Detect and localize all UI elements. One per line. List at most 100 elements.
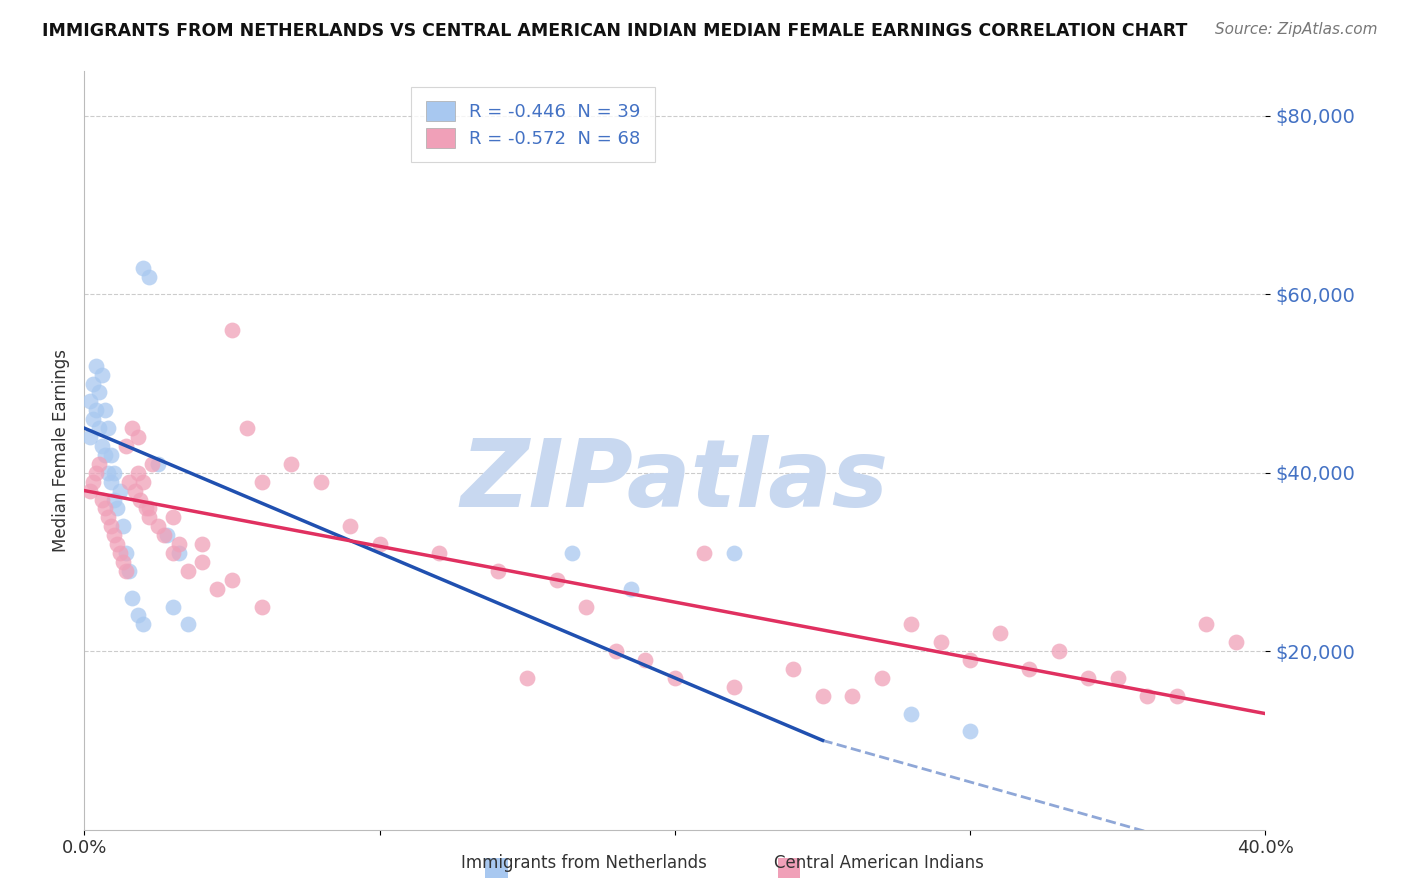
Point: [782, 662, 804, 676]
Point: [97, 421, 120, 435]
Point: [94, 403, 117, 417]
Point: [900, 617, 922, 632]
Text: Source: ZipAtlas.com: Source: ZipAtlas.com: [1215, 22, 1378, 37]
Point: [191, 537, 214, 551]
Point: [156, 528, 179, 542]
Point: [138, 501, 160, 516]
Point: [1047, 644, 1070, 658]
Point: [959, 724, 981, 739]
Point: [114, 564, 136, 578]
Text: ZIPatlas: ZIPatlas: [461, 434, 889, 527]
Point: [162, 510, 184, 524]
Point: [91, 492, 114, 507]
Point: [127, 608, 149, 623]
Point: [135, 501, 157, 516]
Point: [207, 582, 229, 596]
Point: [87, 385, 111, 400]
Point: [103, 466, 125, 480]
Point: [368, 537, 391, 551]
Point: [82, 475, 104, 489]
Point: [111, 555, 134, 569]
Point: [723, 546, 745, 560]
Point: [100, 448, 122, 462]
Point: [94, 448, 117, 462]
Point: [516, 671, 538, 685]
Point: [127, 430, 149, 444]
Text: Central American Indians: Central American Indians: [773, 855, 984, 872]
Point: [959, 653, 981, 667]
Point: [97, 466, 120, 480]
Point: [177, 564, 200, 578]
Point: [111, 519, 134, 533]
Point: [929, 635, 952, 649]
Point: [97, 510, 120, 524]
Legend: R = -0.446  N = 39, R = -0.572  N = 68: R = -0.446 N = 39, R = -0.572 N = 68: [412, 87, 655, 162]
Point: [138, 510, 160, 524]
Point: [1018, 662, 1040, 676]
Point: [84, 466, 107, 480]
Point: [79, 430, 101, 444]
Point: [132, 617, 155, 632]
Point: [87, 421, 111, 435]
Point: [1077, 671, 1099, 685]
Text: Immigrants from Netherlands: Immigrants from Netherlands: [461, 855, 706, 872]
Point: [988, 626, 1011, 640]
Point: [121, 421, 143, 435]
Point: [129, 492, 152, 507]
Point: [167, 546, 190, 560]
Point: [605, 644, 627, 658]
Point: [427, 546, 450, 560]
Point: [1107, 671, 1129, 685]
Point: [167, 537, 190, 551]
Point: [693, 546, 716, 560]
Point: [221, 573, 243, 587]
Point: [79, 483, 101, 498]
Point: [138, 269, 160, 284]
Point: [84, 359, 107, 373]
Point: [250, 599, 273, 614]
Point: [162, 546, 184, 560]
Point: [177, 617, 200, 632]
Point: [575, 599, 598, 614]
Point: [103, 528, 125, 542]
Point: [127, 466, 149, 480]
Point: [91, 368, 114, 382]
Point: [236, 421, 259, 435]
Point: [105, 537, 128, 551]
Point: [250, 475, 273, 489]
Point: [79, 394, 101, 409]
Point: [148, 519, 170, 533]
Point: [339, 519, 361, 533]
Point: [141, 457, 163, 471]
Point: [114, 439, 136, 453]
Point: [82, 412, 104, 426]
Point: [153, 528, 176, 542]
Point: [664, 671, 686, 685]
Point: [94, 501, 117, 516]
Point: [100, 475, 122, 489]
Point: [91, 439, 114, 453]
Point: [1195, 617, 1218, 632]
Point: [148, 457, 170, 471]
Point: [108, 546, 131, 560]
Point: [87, 457, 111, 471]
Point: [309, 475, 332, 489]
Point: [162, 599, 184, 614]
Point: [1225, 635, 1247, 649]
Point: [132, 475, 155, 489]
Point: [103, 492, 125, 507]
Point: [634, 653, 657, 667]
Point: [121, 591, 143, 605]
Point: [105, 501, 128, 516]
Point: [82, 376, 104, 391]
Point: [870, 671, 893, 685]
Point: [191, 555, 214, 569]
Point: [132, 260, 155, 275]
Point: [1136, 689, 1159, 703]
Point: [221, 323, 243, 337]
Point: [561, 546, 583, 560]
Point: [100, 519, 122, 533]
Point: [114, 546, 136, 560]
Point: [486, 564, 509, 578]
Point: [841, 689, 863, 703]
